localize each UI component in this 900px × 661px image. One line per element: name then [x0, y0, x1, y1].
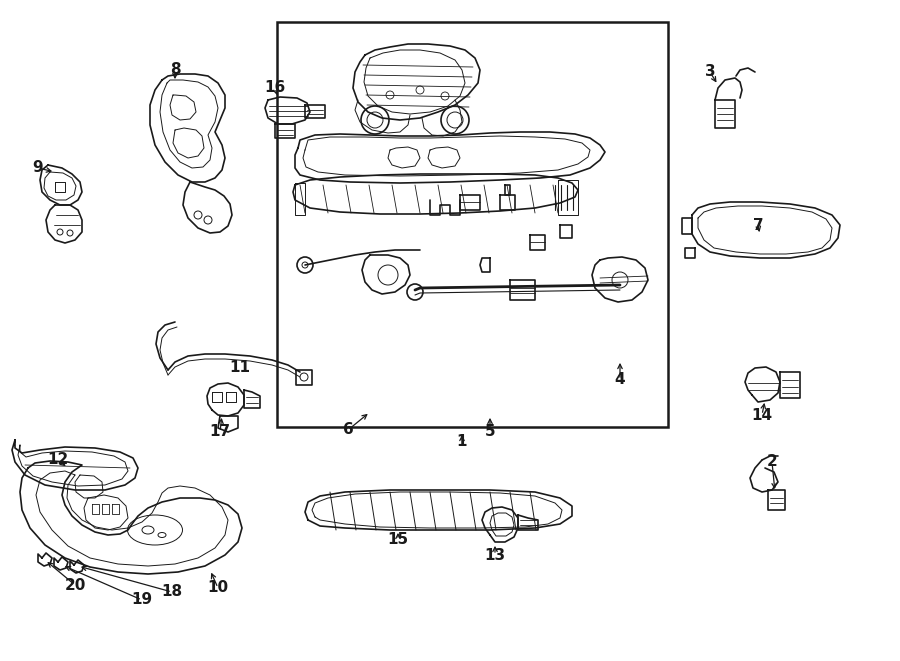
Text: 15: 15	[387, 533, 409, 547]
Text: 5: 5	[485, 424, 495, 440]
Text: 19: 19	[131, 592, 153, 607]
Text: 9: 9	[32, 161, 43, 176]
Text: 17: 17	[210, 424, 230, 440]
Text: 13: 13	[484, 547, 506, 563]
Text: 4: 4	[615, 373, 626, 387]
Text: 12: 12	[48, 453, 68, 467]
Bar	[277, 22, 668, 427]
Text: 16: 16	[265, 81, 285, 95]
Text: 2: 2	[767, 455, 778, 469]
Text: 14: 14	[752, 407, 772, 422]
Text: 6: 6	[343, 422, 354, 438]
Text: 7: 7	[752, 217, 763, 233]
Text: 18: 18	[161, 584, 183, 600]
Text: 11: 11	[230, 360, 250, 375]
Text: 10: 10	[207, 580, 229, 596]
Text: 20: 20	[64, 578, 86, 592]
Text: 3: 3	[705, 65, 716, 79]
Text: 1: 1	[456, 434, 467, 449]
Text: 8: 8	[170, 63, 180, 77]
